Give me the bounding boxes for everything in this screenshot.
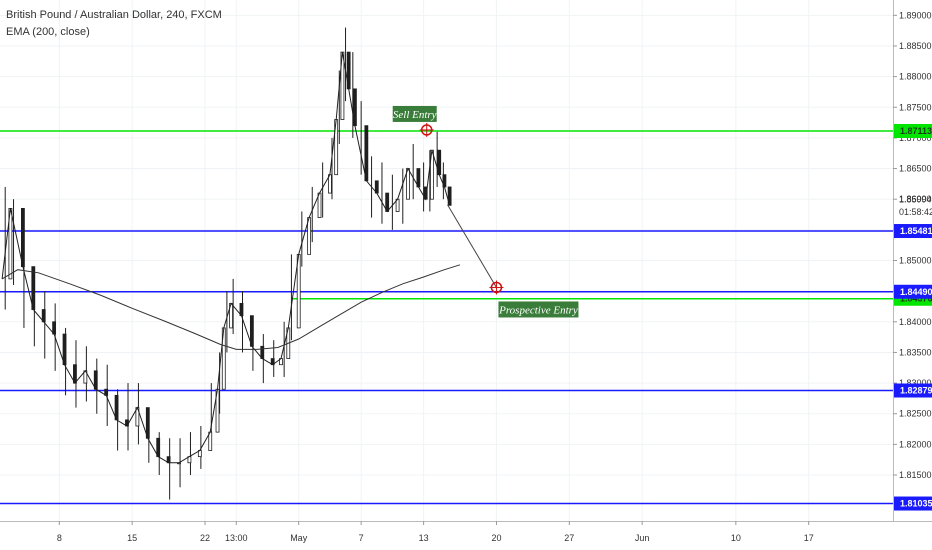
time-tick-label: 7 [359, 533, 364, 543]
price-tick-label: 1.82500 [899, 409, 932, 419]
legend-indicator: EMA (200, close) [6, 26, 90, 38]
price-tick-label: 1.88000 [899, 72, 932, 82]
time-axis[interactable]: 8 15 22 13:00 May 7 13 20 27 Jun 10 17 [57, 521, 814, 543]
current-price-label: 1.85994 [899, 195, 932, 205]
level-price-badge [894, 224, 932, 239]
candle-body [307, 217, 312, 255]
legend-title: British Pound / Australian Dollar, 240, … [6, 9, 222, 21]
price-tick-label: 1.89000 [899, 10, 932, 20]
time-tick-label: 17 [804, 533, 814, 543]
entry-markers [419, 122, 504, 295]
horizontal-levels [0, 130, 893, 505]
price-tick-label: 1.81500 [899, 470, 932, 480]
time-tick-label: 27 [564, 533, 574, 543]
price-tick-label: 1.85000 [899, 256, 932, 266]
price-tick-label: 1.83500 [899, 347, 932, 357]
time-tick-label: 13:00 [225, 533, 248, 543]
time-tick-label: 22 [200, 533, 210, 543]
price-tick-label: 1.86500 [899, 164, 932, 174]
price-tick-label: 1.88500 [899, 41, 932, 51]
annotation-label: Sell Entry [393, 109, 437, 121]
time-tick-label: Jun [635, 533, 650, 543]
level-price-badge [894, 383, 932, 398]
chart-legend: British Pound / Australian Dollar, 240, … [6, 7, 222, 41]
price-tick-label: 1.82000 [899, 439, 932, 449]
price-tick-label: 1.84000 [899, 317, 932, 327]
projection-line [447, 204, 497, 288]
chart-grid [0, 0, 893, 521]
candle-body [20, 207, 25, 268]
price-tick-label: 1.83000 [899, 378, 932, 388]
candle-body [364, 125, 369, 182]
level-price-label: 1.84490 [900, 287, 932, 297]
level-price-label: 1.82879 [900, 386, 932, 396]
price-badges: 1.871131.854811.843761.844901.828791.810… [894, 123, 932, 511]
price-series-line [1, 52, 451, 464]
level-price-badge [894, 123, 932, 138]
countdown-label: 01:58:42 [899, 207, 932, 217]
level-price-label: 1.85481 [900, 226, 932, 236]
candle-body [62, 333, 67, 366]
annotation-box[interactable] [498, 301, 579, 318]
ema-200-line [1, 264, 461, 350]
annotations: Sell Entry Prospective Entry [392, 105, 579, 318]
price-tick-label: 1.86000 [899, 194, 932, 204]
time-tick-label: 20 [491, 533, 501, 543]
time-tick-label: 10 [731, 533, 741, 543]
candle-bars [4, 27, 452, 500]
price-axis[interactable]: 1.81500 1.82000 1.82500 1.83000 1.83500 1.840… [893, 10, 932, 480]
time-tick-label: 13 [419, 533, 429, 543]
time-tick-label: May [290, 533, 308, 543]
annotation-label: Prospective Entry [498, 304, 578, 316]
price-tick-label: 1.87500 [899, 102, 932, 112]
time-tick-label: 15 [127, 533, 137, 543]
level-price-badge [894, 496, 932, 511]
level-price-badge [894, 284, 932, 299]
candle-body [447, 186, 452, 206]
level-price-label: 1.81035 [900, 499, 932, 509]
level-price-label: 1.87113 [900, 126, 932, 136]
candle-body [296, 253, 301, 329]
time-tick-label: 8 [57, 533, 62, 543]
annotation-box[interactable] [392, 105, 437, 122]
